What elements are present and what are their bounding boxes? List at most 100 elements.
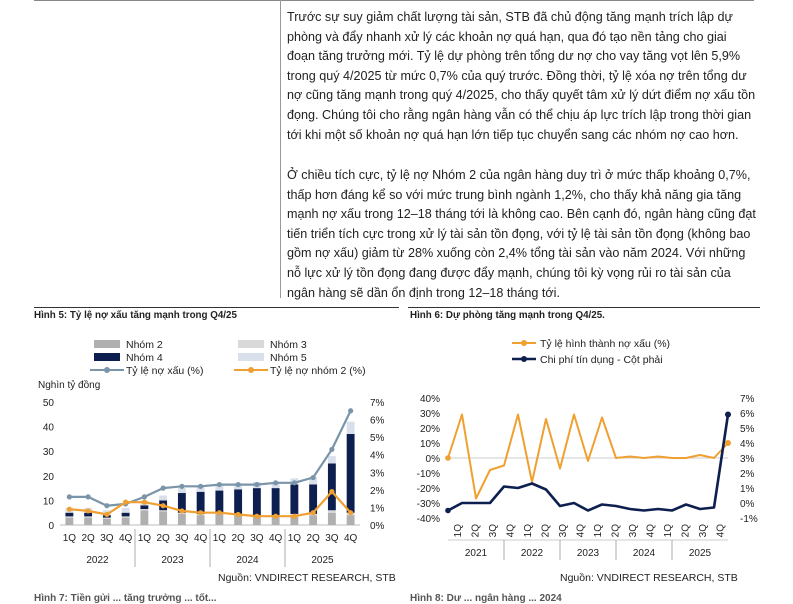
bar-nhom3 bbox=[65, 516, 74, 518]
x-tick-label: 4Q bbox=[119, 533, 133, 544]
legend-swatch bbox=[94, 340, 120, 348]
bar-nhom2 bbox=[346, 515, 355, 525]
bar-nhom3 bbox=[121, 516, 130, 518]
x-tick-label: 3Q bbox=[698, 524, 709, 538]
y2-tick-label: 0% bbox=[740, 499, 755, 510]
x-tick-label: 4Q bbox=[194, 533, 208, 544]
figure5-chart: Nhóm 2 Nhóm 3 Nhóm 4 Nhóm 5 Tỷ lệ nợ xấu (%)… bbox=[38, 339, 385, 567]
legend-label: Tỷ lệ nợ nhóm 2 (%) bbox=[270, 365, 366, 377]
bar-nhom2 bbox=[309, 515, 318, 525]
figure6-title: Hình 6: Dự phòng tăng mạnh trong Q4/25. bbox=[410, 310, 605, 321]
y2-tick-label: 0% bbox=[370, 521, 385, 532]
line-nhom2-ratio-point bbox=[66, 506, 72, 512]
y-tick-label: 40 bbox=[43, 423, 55, 434]
x-tick-label: 2Q bbox=[610, 524, 621, 538]
line-nhom2-ratio-point bbox=[216, 510, 222, 516]
y-tick-label: 50 bbox=[43, 398, 55, 409]
year-label: 2022 bbox=[521, 548, 544, 559]
y-tick-label: 10% bbox=[420, 439, 440, 450]
x-tick-label: 2Q bbox=[540, 524, 551, 538]
line-npl-formation-end-point bbox=[725, 440, 731, 446]
y2-tick-label: 4% bbox=[740, 439, 755, 450]
y-tick-label: 20 bbox=[43, 472, 55, 483]
y2-tick-label: 5% bbox=[740, 424, 755, 435]
line-npl-ratio-point bbox=[104, 503, 110, 509]
x-tick-label: 4Q bbox=[715, 524, 726, 538]
y2-tick-label: 2% bbox=[370, 486, 385, 497]
legend-label: Nhóm 2 bbox=[126, 339, 163, 351]
bar-nhom2 bbox=[177, 513, 186, 525]
year-label: 2022 bbox=[86, 555, 109, 566]
x-tick-label: 2Q bbox=[680, 524, 691, 538]
legend-label: Tỷ lệ nợ xấu (%) bbox=[126, 365, 204, 377]
legend-label: Chi phí tín dụng - Cột phải bbox=[540, 354, 663, 366]
line-nhom2-ratio-point bbox=[273, 513, 279, 519]
bar-nhom5 bbox=[196, 486, 205, 492]
x-tick-label: 1Q bbox=[453, 524, 464, 538]
line-npl-ratio-point bbox=[85, 494, 91, 500]
line-npl-ratio-point bbox=[310, 474, 316, 481]
legend-label: Nhóm 4 bbox=[126, 352, 163, 364]
line-nhom2-ratio-point bbox=[310, 510, 316, 516]
bar-nhom4 bbox=[271, 488, 280, 516]
y-tick-label: 0 bbox=[48, 521, 54, 532]
line-credit-cost-end-point bbox=[725, 411, 731, 418]
bar-nhom4 bbox=[327, 463, 336, 511]
bar-nhom5 bbox=[309, 477, 318, 485]
figure6-rule bbox=[408, 307, 760, 308]
legend-swatch bbox=[238, 353, 264, 361]
y-tick-label: 20% bbox=[420, 424, 440, 435]
line-npl-ratio-point bbox=[254, 481, 260, 488]
line-nhom2-ratio-point bbox=[123, 499, 129, 505]
y2-tick-label: 6% bbox=[370, 416, 385, 427]
line-nhom2-ratio bbox=[69, 489, 352, 518]
bar-nhom2 bbox=[271, 516, 280, 525]
bar-nhom2 bbox=[121, 517, 130, 525]
line-npl-ratio-point bbox=[160, 485, 166, 491]
x-tick-label: 1Q bbox=[213, 533, 227, 544]
bar-nhom3 bbox=[102, 517, 111, 519]
y-tick-label: -20% bbox=[417, 484, 440, 495]
y2-tick-label: 7% bbox=[370, 398, 385, 409]
year-label: 2025 bbox=[311, 555, 334, 566]
bar-nhom2 bbox=[84, 517, 93, 525]
bar-nhom2 bbox=[327, 512, 336, 525]
legend-label: Nhóm 3 bbox=[270, 339, 307, 351]
bar-nhom2 bbox=[215, 513, 224, 525]
y-tick-label: 40% bbox=[420, 394, 440, 405]
line-nhom2-ratio-point bbox=[329, 489, 335, 495]
x-tick-label: 3Q bbox=[100, 533, 114, 544]
year-label: 2024 bbox=[633, 548, 656, 559]
bar-nhom2 bbox=[234, 515, 243, 525]
bar-nhom5 bbox=[327, 456, 336, 464]
x-tick-label: 3Q bbox=[488, 524, 499, 538]
y2-tick-label: 1% bbox=[740, 484, 755, 495]
line-npl-formation-start-point bbox=[445, 455, 451, 461]
bar-nhom4 bbox=[84, 512, 93, 517]
x-tick-label: 2Q bbox=[81, 533, 95, 544]
x-tick-label: 3Q bbox=[558, 524, 569, 538]
line-npl-ratio-point bbox=[348, 408, 354, 414]
bar-nhom3 bbox=[84, 516, 93, 518]
line-credit-cost-start-point bbox=[445, 507, 451, 514]
line-npl-ratio-point bbox=[329, 446, 335, 453]
x-tick-label: 2Q bbox=[156, 533, 170, 544]
line-nhom2-ratio-point bbox=[104, 511, 110, 518]
x-tick-label: 2Q bbox=[470, 524, 481, 538]
line-npl-formation bbox=[447, 413, 729, 500]
y2-tick-label: -1% bbox=[740, 514, 758, 525]
bar-nhom4 bbox=[121, 512, 130, 517]
bar-nhom4 bbox=[215, 490, 224, 513]
bar-nhom4 bbox=[234, 489, 243, 514]
y-tick-label: -10% bbox=[417, 469, 440, 480]
bar-nhom4 bbox=[290, 484, 299, 514]
bar-nhom2 bbox=[252, 516, 261, 525]
year-label: 2021 bbox=[465, 548, 488, 559]
bar-nhom3 bbox=[140, 509, 149, 511]
legend-swatch bbox=[94, 353, 120, 361]
bar-nhom5 bbox=[121, 507, 130, 513]
x-tick-label: 3Q bbox=[175, 533, 189, 544]
x-tick-label: 4Q bbox=[505, 524, 516, 538]
x-tick-label: 2Q bbox=[231, 533, 245, 544]
year-label: 2024 bbox=[236, 555, 259, 566]
